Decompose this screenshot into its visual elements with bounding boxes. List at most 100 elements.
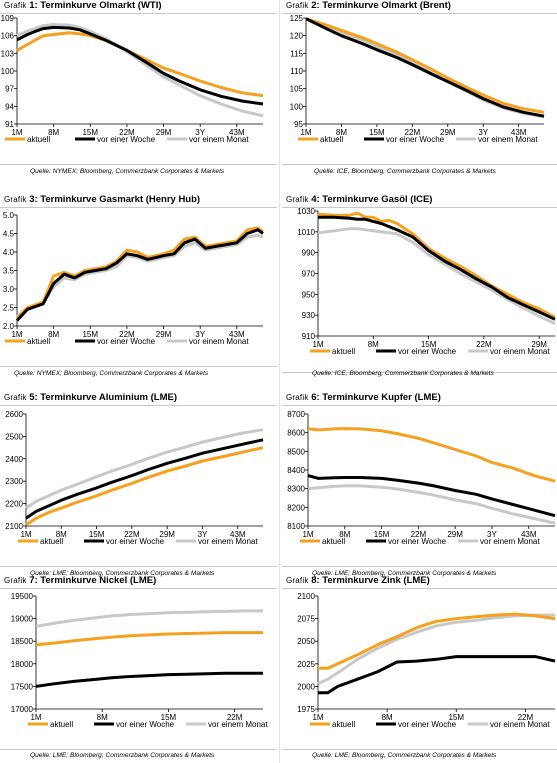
y-tick-label: 106 — [1, 32, 15, 41]
y-tick-label: 3.5 — [3, 267, 15, 276]
x-tick-label: 22M — [119, 128, 135, 137]
y-tick-label: 970 — [302, 270, 316, 279]
source-rule — [282, 566, 557, 567]
x-tick-label: 22M — [119, 330, 135, 339]
x-tick-label: 3Y — [487, 530, 497, 539]
x-tick-label: 15M — [82, 128, 98, 137]
series-line-week — [25, 438, 264, 520]
x-tick-label: 29M — [156, 330, 172, 339]
chart-source: Quelle: ICE, Bloomberg, Commerzbank Corp… — [314, 168, 496, 175]
chart-panel-3: Grafik 3: Terminkurve Gasmarkt (Henry Hu… — [0, 194, 277, 380]
source-rule — [282, 164, 557, 165]
x-tick-label: 1M — [20, 530, 31, 539]
legend-label-month: vor einem Monat — [480, 537, 540, 546]
x-tick-label: 15M — [421, 340, 437, 349]
y-tick-label: 18000 — [11, 660, 34, 669]
series-line-month — [317, 227, 556, 325]
x-tick-label: 43M — [229, 330, 245, 339]
y-tick-label: 8100 — [287, 522, 305, 531]
legend-label-aktuell: aktuell — [332, 347, 355, 356]
x-tick-label: 43M — [521, 530, 537, 539]
column-divider — [279, 0, 280, 763]
chart-svg: 95 100 105 110 115 120 125 1M 8M 15M 22M 29M 3Y 43M ak… — [290, 14, 545, 144]
y-tick-label: 8600 — [287, 429, 305, 438]
title-rule — [0, 13, 277, 14]
legend-label-aktuell: aktuell — [332, 720, 355, 729]
x-tick-label: 1M — [30, 713, 41, 722]
title-rule — [0, 588, 277, 589]
y-tick-label: 97 — [5, 85, 14, 94]
series-line-aktuell — [25, 446, 264, 527]
chart-panel-5: Grafik 5: Terminkurve Aluminium (LME) 21… — [0, 392, 277, 578]
x-tick-label: 22M — [405, 128, 421, 137]
x-tick-label: 8M — [339, 530, 350, 539]
source-rule — [0, 749, 277, 750]
chart-svg: 17000 17500 18000 18500 19000 19500 1M 8M 15M 22M… — [11, 592, 269, 729]
series-line-month — [25, 428, 264, 510]
series-line-aktuell — [35, 631, 263, 647]
legend-label-week: vor einer Woche — [97, 337, 156, 346]
x-tick-label: 8M — [336, 128, 347, 137]
x-tick-label: 3Y — [198, 530, 208, 539]
chart-panel-2: Grafik 2: Terminkurve Olmarkt (Brent) 95… — [282, 0, 557, 186]
chart-title: Grafik 2: Terminkurve Olmarkt (Brent) — [286, 0, 451, 11]
chart-svg: 91 94 97 100 103 106 109 1M 8M 15M 22M 29M 3Y 43M aktu… — [1, 14, 264, 144]
legend-label-week: vor einer Woche — [386, 135, 445, 144]
x-tick-label: 22M — [411, 530, 427, 539]
x-tick-label: 1M — [312, 713, 323, 722]
chart-svg: 2100 2200 2300 2400 2500 2600 1M 8M 15M 22M 29M 3Y 4… — [5, 410, 264, 546]
x-tick-label: 3Y — [195, 330, 205, 339]
y-tick-label: 8400 — [287, 466, 305, 475]
y-tick-label: 4.5 — [3, 230, 15, 239]
x-tick-label: 15M — [369, 128, 385, 137]
y-tick-label: 115 — [290, 49, 303, 58]
y-tick-label: 910 — [302, 332, 316, 341]
legend-label-month: vor einem Monat — [189, 135, 249, 144]
y-tick-label: 19500 — [11, 592, 34, 601]
x-tick-label: 3Y — [478, 128, 488, 137]
series-line-month — [16, 23, 264, 118]
y-tick-label: 1975 — [297, 705, 315, 714]
chart-source: Quelle: LME; Bloomberg, Commerzbank Corp… — [312, 752, 497, 759]
x-tick-label: 8M — [48, 330, 59, 339]
series-line-month — [305, 17, 545, 119]
y-tick-label: 8500 — [287, 447, 305, 456]
title-rule — [0, 405, 277, 406]
title-rule — [282, 207, 557, 208]
title-rule — [282, 405, 557, 406]
x-tick-label: 8M — [97, 713, 108, 722]
x-tick-label: 15M — [161, 713, 177, 722]
series-line-month — [35, 609, 263, 628]
y-tick-label: 2000 — [297, 682, 315, 691]
source-rule — [0, 366, 277, 367]
chart-source: Quelle: LME; Bloomberg, Commerzbank Corp… — [30, 570, 215, 577]
chart-title: Grafik 4: Terminkurve Gasöl (ICE) — [286, 194, 433, 205]
x-tick-label: 8M — [368, 340, 379, 349]
x-tick-label: 15M — [89, 530, 105, 539]
series-line-week — [15, 228, 264, 322]
chart-title: Grafik 8: Terminkurve Zink (LME) — [286, 575, 430, 586]
x-tick-label: 3Y — [195, 128, 205, 137]
x-tick-label: 22M — [124, 530, 140, 539]
y-tick-label: 8300 — [287, 485, 305, 494]
y-tick-label: 4.0 — [3, 248, 15, 257]
x-tick-label: 22M — [518, 713, 534, 722]
series-line-aktuell — [318, 612, 556, 670]
y-tick-label: 930 — [302, 311, 316, 320]
title-rule — [282, 13, 557, 14]
y-tick-label: 2300 — [5, 477, 23, 486]
x-tick-label: 22M — [227, 713, 243, 722]
source-rule — [282, 372, 557, 373]
legend-label-week: vor einer Woche — [97, 135, 156, 144]
y-tick-label: 2025 — [297, 660, 315, 669]
legend-label-aktuell: aktuell — [27, 135, 50, 144]
y-tick-label: 91 — [5, 120, 14, 129]
y-tick-label: 2.5 — [3, 304, 15, 313]
x-tick-label: 8M — [56, 530, 67, 539]
chart-svg: 910 930 950 970 990 1010 1030 1M 8M 15M 22M 29M aktu… — [297, 208, 556, 356]
series-line-month — [317, 613, 555, 686]
legend-label-week: vor einer Woche — [388, 537, 447, 546]
series-line-week — [307, 474, 556, 518]
y-tick-label: 120 — [290, 32, 304, 41]
chart-title: Grafik 6: Terminkurve Kupfer (LME) — [286, 392, 441, 403]
